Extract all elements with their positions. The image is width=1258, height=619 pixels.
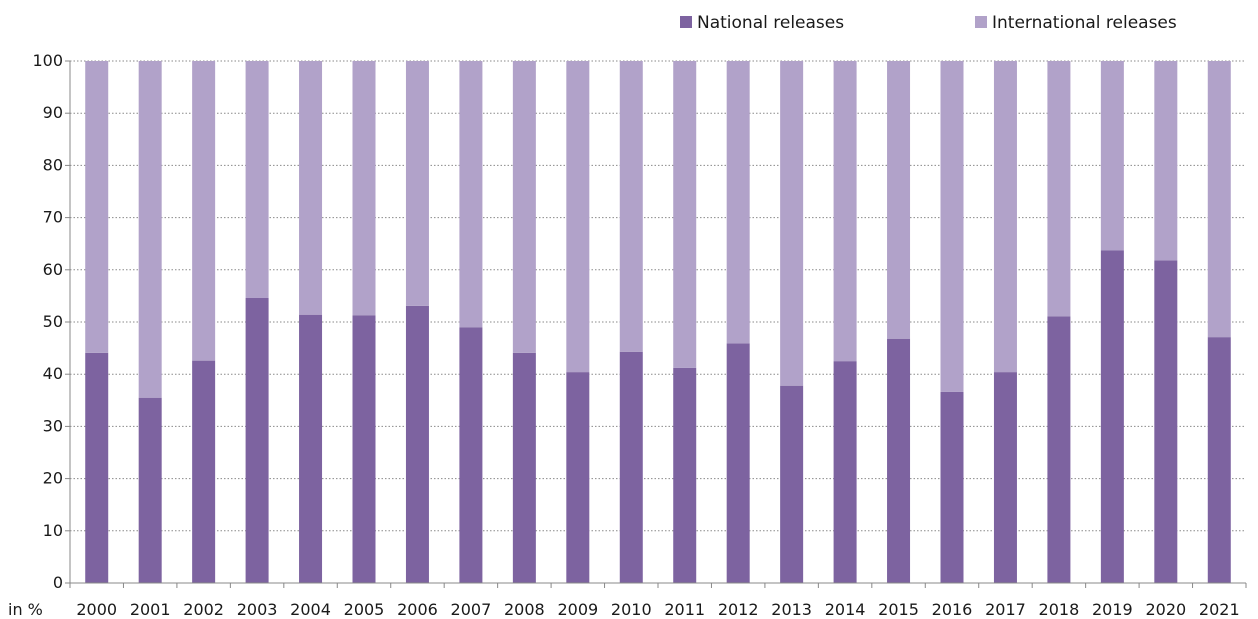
bar-national-2016	[940, 391, 964, 583]
y-tick-label: 60	[43, 260, 63, 279]
y-tick-label: 0	[53, 573, 63, 592]
x-tick-label: 2016	[932, 600, 973, 619]
bar-national-2003	[245, 297, 269, 583]
y-tick-label: 90	[43, 103, 63, 122]
y-tick-label: 30	[43, 416, 63, 435]
bar-national-2008	[512, 352, 536, 583]
bar-national-2017	[993, 372, 1017, 583]
bar-national-2000	[85, 352, 109, 583]
bar-international-2014	[833, 61, 857, 362]
bar-international-2013	[780, 61, 804, 386]
x-tick-label: 2007	[451, 600, 492, 619]
bar-international-2006	[405, 61, 429, 306]
x-tick-label: 2010	[611, 600, 652, 619]
y-tick-label: 100	[32, 51, 63, 70]
bar-national-2009	[566, 372, 590, 583]
bar-international-2017	[993, 61, 1017, 373]
x-tick-labels: 2000 2001 2002 2003 2004 2005 2006 2007 2008 2009…	[76, 600, 1239, 619]
bar-national-2014	[833, 361, 857, 583]
bar-international-2002	[192, 61, 216, 361]
bar-national-2021	[1207, 337, 1231, 583]
x-tick-label: 2021	[1199, 600, 1240, 619]
bar-international-2012	[726, 61, 750, 344]
x-tick-label: 2012	[718, 600, 759, 619]
x-tick-label: 2004	[290, 600, 331, 619]
y-tick-label: 80	[43, 155, 63, 174]
axes	[65, 60, 1247, 588]
bar-international-2000	[85, 61, 109, 353]
bar-international-2016	[940, 61, 964, 392]
bar-international-2020	[1154, 61, 1178, 261]
x-tick-label: 2002	[183, 600, 224, 619]
bar-national-2018	[1047, 316, 1071, 583]
bar-national-2015	[887, 338, 911, 583]
x-tick-label: 2000	[76, 600, 117, 619]
x-tick-label: 2020	[1145, 600, 1186, 619]
x-tick-label: 2009	[557, 600, 598, 619]
bar-national-2006	[405, 305, 429, 583]
legend-label-national: National releases	[697, 13, 844, 33]
bar-international-2004	[299, 61, 323, 315]
y-tick-label: 10	[43, 521, 63, 540]
x-tick-label: 2017	[985, 600, 1026, 619]
bar-national-2011	[673, 367, 697, 583]
y-tick-label: 70	[43, 208, 63, 227]
y-tick-labels: 0 10 20 30 40 50 60 70 80 90 100	[32, 51, 63, 592]
legend-swatch-national	[680, 16, 692, 28]
bar-national-2002	[192, 360, 216, 583]
x-tick-label: 2001	[130, 600, 171, 619]
bar-national-2010	[619, 351, 643, 583]
y-tick-label: 20	[43, 469, 63, 488]
x-tick-label: 2013	[771, 600, 812, 619]
bars	[85, 61, 1231, 583]
bar-international-2015	[887, 61, 911, 339]
bar-national-2019	[1100, 250, 1124, 583]
bar-national-2005	[352, 315, 376, 583]
bar-national-2013	[780, 385, 804, 583]
bar-international-2009	[566, 61, 590, 373]
x-tick-label: 2005	[344, 600, 385, 619]
bar-national-2007	[459, 327, 483, 583]
bar-national-2012	[726, 343, 750, 583]
x-tick-label: 2006	[397, 600, 438, 619]
legend: National releases International releases	[680, 13, 1177, 33]
x-tick-label: 2019	[1092, 600, 1133, 619]
legend-swatch-international	[975, 16, 987, 28]
y-tick-label: 50	[43, 312, 63, 331]
bar-international-2003	[245, 61, 269, 298]
x-tick-label: 2011	[664, 600, 705, 619]
y-tick-label: 40	[43, 364, 63, 383]
x-tick-label: 2018	[1039, 600, 1080, 619]
bar-international-2007	[459, 61, 483, 328]
legend-label-international: International releases	[992, 13, 1177, 33]
bar-international-2010	[619, 61, 643, 352]
x-tick-label: 2008	[504, 600, 545, 619]
bar-international-2008	[512, 61, 536, 353]
bar-national-2020	[1154, 260, 1178, 583]
bar-international-2005	[352, 61, 376, 316]
x-tick-label: 2015	[878, 600, 919, 619]
bar-international-2011	[673, 61, 697, 368]
bar-international-2001	[138, 61, 162, 398]
bar-national-2004	[299, 314, 323, 583]
bar-international-2018	[1047, 61, 1071, 317]
unit-label: in %	[8, 600, 43, 619]
bar-international-2019	[1100, 61, 1124, 251]
x-tick-label: 2003	[237, 600, 278, 619]
bar-international-2021	[1207, 61, 1231, 338]
x-tick-label: 2014	[825, 600, 866, 619]
bar-national-2001	[138, 397, 162, 583]
